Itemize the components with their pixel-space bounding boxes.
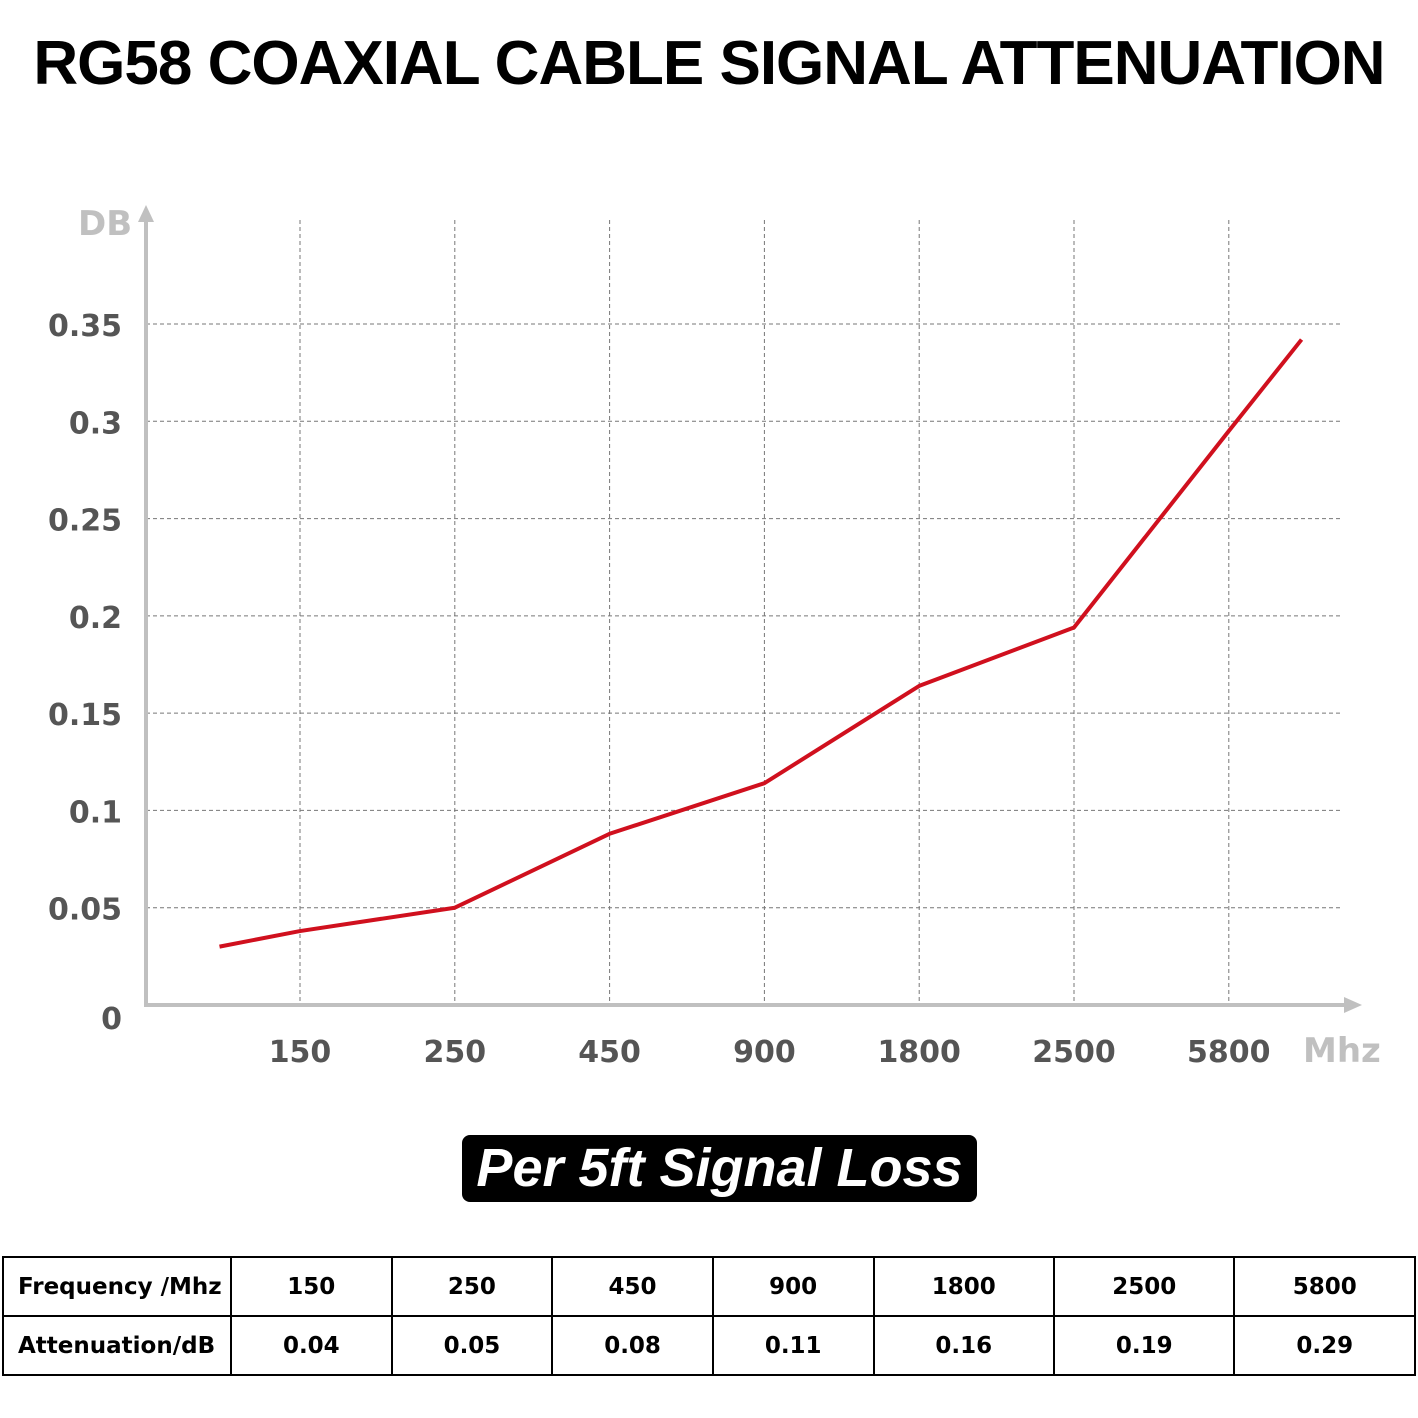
x-tick-label: 900 — [733, 1035, 796, 1070]
attenuation-table: Frequency /Mhz 150 250 450 900 1800 2500 5800 At… — [2, 1256, 1416, 1376]
table-cell: 900 — [711, 1256, 875, 1317]
x-tick-label: 5800 — [1187, 1035, 1271, 1070]
x-tick-label: 1800 — [877, 1035, 961, 1070]
table-cell: 0.08 — [551, 1315, 714, 1376]
table-row: Attenuation/dB 0.04 0.05 0.08 0.11 0.16 0.19 0.… — [2, 1315, 1416, 1376]
table-cell: 150 — [230, 1256, 393, 1317]
row-header: Attenuation/dB — [2, 1315, 232, 1376]
x-tick-label: 2500 — [1032, 1035, 1116, 1070]
row-header: Frequency /Mhz — [2, 1256, 232, 1317]
y-axis-arrow-icon — [138, 205, 154, 222]
table-cell: 250 — [390, 1256, 554, 1317]
grid — [146, 220, 1340, 1005]
y-tick-label: 0.05 — [48, 893, 122, 928]
y-tick-label: 0.2 — [69, 601, 122, 636]
table-row: Frequency /Mhz 150 250 450 900 1800 2500 5800 — [2, 1256, 1416, 1317]
y-tick-label: 0.3 — [69, 406, 122, 441]
y-tick-label: 0 — [101, 1002, 122, 1037]
line-chart: 0 0.05 0.1 0.15 0.2 0.25 0.3 0.35 150 250 450 900 18… — [48, 204, 1381, 1071]
table-cell: 5800 — [1233, 1256, 1416, 1317]
table-cell: 1800 — [872, 1256, 1055, 1317]
x-tick-label: 150 — [269, 1035, 332, 1070]
y-tick-label: 0.25 — [48, 504, 122, 539]
table-cell: 0.11 — [711, 1315, 875, 1376]
chart-title: RG58 COAXIAL CABLE SIGNAL ATTENUATION — [33, 29, 1385, 98]
y-tick-label: 0.1 — [69, 795, 122, 830]
y-tick-label: 0.15 — [48, 698, 122, 733]
series — [219, 338, 1304, 949]
signal-loss-badge: Per 5ft Signal Loss — [462, 1135, 977, 1202]
table-cell: 0.04 — [230, 1315, 393, 1376]
table-cell: 0.19 — [1052, 1315, 1236, 1376]
table-cell: 2500 — [1052, 1256, 1236, 1317]
table-cell: 0.16 — [872, 1315, 1055, 1376]
x-axis-arrow-icon — [1344, 997, 1362, 1013]
axes — [138, 205, 1362, 1013]
table-cell: 0.05 — [390, 1315, 554, 1376]
y-tick-label: 0.35 — [48, 309, 122, 344]
x-tick-label: 450 — [578, 1035, 641, 1070]
y-axis-label: DB — [78, 204, 132, 244]
x-axis-label: Mhz — [1303, 1031, 1381, 1071]
table-cell: 0.29 — [1233, 1315, 1416, 1376]
series-line-attenuation — [219, 338, 1304, 949]
tick-labels: 0 0.05 0.1 0.15 0.2 0.25 0.3 0.35 150 250 450 900 18… — [48, 309, 1271, 1070]
table-cell: 450 — [551, 1256, 714, 1317]
x-tick-label: 250 — [423, 1035, 486, 1070]
